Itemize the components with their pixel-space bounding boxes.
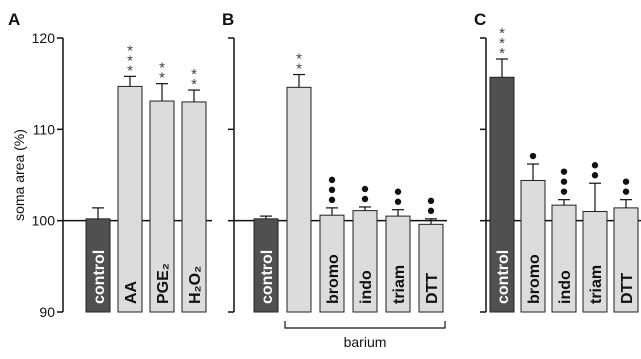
panel-letter-A: A xyxy=(8,10,20,29)
significance-star: * xyxy=(499,35,505,52)
significance-star: * xyxy=(296,51,302,68)
bar-label-B: bromo xyxy=(325,254,342,304)
significance-dot xyxy=(622,188,630,195)
bar-label-C: indo xyxy=(557,270,574,304)
significance-star: * xyxy=(127,52,133,69)
bar-B-barium xyxy=(286,86,312,313)
significance-dot xyxy=(560,178,568,185)
bar-label-A: AA xyxy=(123,280,140,304)
significance-star: * xyxy=(159,70,165,87)
panel-letter-B: B xyxy=(222,10,234,29)
significance-dot xyxy=(427,197,435,205)
bar-label-B: indo xyxy=(358,270,375,304)
bar-B-triam xyxy=(385,215,411,313)
y-axis-label: soma area (%) xyxy=(11,129,27,221)
significance-dot xyxy=(361,185,369,193)
significance-star: * xyxy=(159,60,165,77)
y-tick-label: 110 xyxy=(33,121,56,137)
significance-dot xyxy=(622,178,630,185)
y-tick-label: 90 xyxy=(39,304,55,320)
y-tick-label: 100 xyxy=(32,213,56,229)
significance-dot xyxy=(328,186,336,194)
significance-dot xyxy=(529,152,537,160)
bar-label-B: DTT xyxy=(424,273,441,304)
significance-dot xyxy=(394,188,402,195)
bar-C-DTT xyxy=(613,207,639,313)
bar-A-control xyxy=(85,218,111,313)
significance-dot xyxy=(591,162,599,169)
bar-A-PGE₂ xyxy=(149,100,175,313)
bar-C-bromo xyxy=(520,179,546,313)
significance-star: * xyxy=(127,62,133,79)
y-tick-label: 120 xyxy=(32,30,56,46)
panel-letter-C: C xyxy=(474,10,486,29)
bar-C-control xyxy=(489,76,515,313)
bar-label-A: control xyxy=(91,250,108,304)
bar-label-A: PGE₂ xyxy=(155,263,172,304)
bar-label-B: control xyxy=(259,250,276,304)
significance-dot xyxy=(394,198,402,205)
bar-A-AA xyxy=(117,85,143,313)
bar-B-indo xyxy=(352,210,378,313)
significance-star: * xyxy=(296,61,302,78)
significance-dot xyxy=(591,172,599,179)
bar-B-control xyxy=(253,218,279,313)
bar-label-A: H₂O₂ xyxy=(187,266,204,304)
significance-star: * xyxy=(191,66,197,83)
bar-label-C: triam xyxy=(588,265,605,304)
bar-label-C: control xyxy=(495,250,512,304)
significance-dot xyxy=(427,207,435,215)
bar-label-C: bromo xyxy=(526,254,543,304)
significance-star: * xyxy=(127,42,133,59)
significance-dot xyxy=(361,195,369,203)
bar-label-B: triam xyxy=(391,265,408,304)
bar-label-C: DTT xyxy=(619,273,636,304)
bar-C-indo xyxy=(551,204,577,313)
significance-dot xyxy=(328,176,336,184)
significance-dot xyxy=(560,188,568,195)
significance-dot xyxy=(560,168,568,175)
group-label: barium xyxy=(344,334,387,350)
significance-dot xyxy=(328,196,336,204)
group-bracket xyxy=(284,321,446,329)
significance-star: * xyxy=(191,76,197,93)
significance-star: * xyxy=(499,25,505,42)
bar-A-H₂O₂ xyxy=(181,101,207,313)
bar-B-DTT xyxy=(418,223,444,313)
bar-C-triam xyxy=(582,211,608,313)
significance-star: * xyxy=(499,45,505,62)
